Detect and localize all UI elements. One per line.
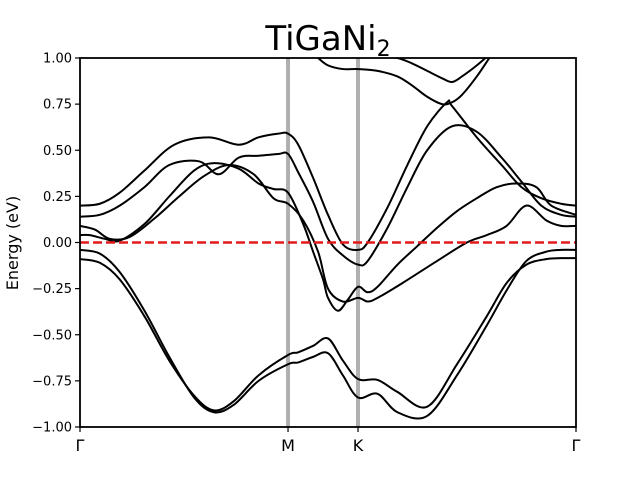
y-tick-label: −0.50 [32, 328, 72, 343]
band-line-2 [80, 248, 576, 420]
x-tick-label: Γ [76, 436, 85, 455]
y-tick-label: 0.00 [43, 236, 72, 251]
y-tick-label: 0.50 [43, 144, 72, 159]
band-line-6 [80, 99, 576, 251]
band-line-7 [317, 58, 491, 106]
y-tick-label: −0.75 [32, 374, 72, 389]
x-tick-label: K [353, 436, 364, 455]
band-line-4 [80, 162, 576, 312]
y-axis-label: Energy (eV) [3, 196, 22, 290]
band-line-8 [389, 58, 487, 83]
chart-title: TiGaNi2 [264, 19, 390, 62]
y-tick-label: −0.25 [32, 282, 72, 297]
y-axis-ticks: 1.00 0.75 0.50 0.25 0.00 −0.25 −0.50 −0.75 −1.00 [32, 52, 80, 436]
band-line-5 [80, 124, 576, 267]
y-tick-label: 0.25 [43, 190, 72, 205]
y-tick-label: 0.75 [43, 98, 72, 113]
y-tick-label: 1.00 [43, 52, 72, 67]
x-tick-label: Γ [572, 436, 581, 455]
band-lines [80, 58, 576, 420]
x-tick-label: M [281, 436, 295, 455]
chart-title-main: TiGaNi [264, 19, 376, 59]
band-line-3 [80, 164, 576, 303]
y-tick-label: −1.00 [32, 421, 72, 436]
band-line-1 [80, 257, 576, 412]
chart-title-subscript: 2 [377, 37, 391, 62]
